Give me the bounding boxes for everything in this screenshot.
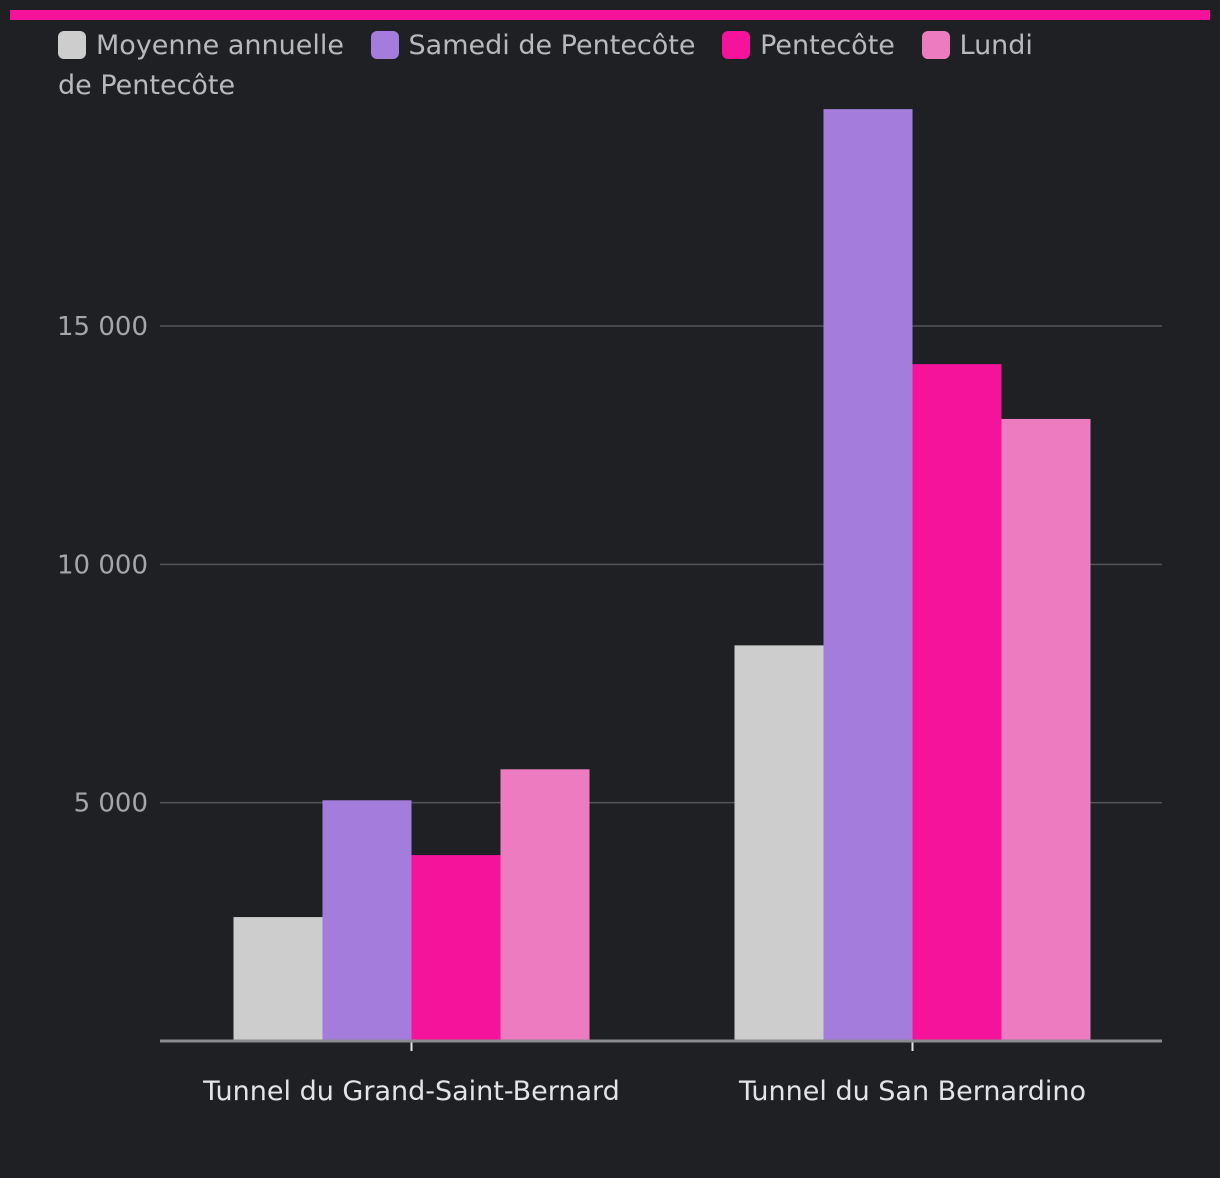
legend-item-pentecote[interactable]: Pentecôte [722,30,895,61]
legend-item-moyenne-annuelle[interactable]: Moyenne annuelle [58,30,344,61]
y-tick-label-5000: 5 000 [74,789,148,819]
y-tick-label-15000: 15 000 [57,312,148,342]
accent-bar [10,10,1210,20]
bar-0-1 [322,800,412,1041]
legend-swatch-samedi-de-pentecote [370,31,399,59]
legend-swatch-pentecote [722,31,751,59]
legend-label-moyenne-annuelle: Moyenne annuelle [96,30,344,61]
legend-swatch-moyenne-annuelle [58,31,86,59]
bar-0-2 [411,855,501,1041]
legend-swatch-lundi-de-pentecote [921,31,950,59]
bar-1-3 [1001,418,1091,1041]
bar-1-2 [912,364,1002,1042]
legend-item-samedi-de-pentecote[interactable]: Samedi de Pentecôte [370,30,696,61]
legend-item-lundi-de-pentecote[interactable]: Lundi de Pentecôte [58,30,1033,101]
axis-layer: 5 000 10 000 15 000 Tunnel du Grand-Saint-B… [57,312,1162,1107]
bar-0-0 [233,917,323,1041]
x-category-label-0: Tunnel du Grand-Saint-Bernard [202,1076,620,1107]
bars-layer [233,109,1091,1042]
y-tick-label-10000: 10 000 [57,550,148,580]
legend: Moyenne annuelle Samedi de Pentecôte Pen… [58,26,1058,106]
legend-label-pentecote: Pentecôte [760,30,895,61]
legend-label-lundi-de-pentecote: Lundi de Pentecôte [58,30,1033,101]
x-category-label-1: Tunnel du San Bernardino [738,1076,1086,1107]
bar-1-0 [734,645,824,1041]
bar-1-1 [823,109,913,1041]
bar-0-3 [500,769,590,1041]
legend-label-samedi-de-pentecote: Samedi de Pentecôte [408,30,696,61]
